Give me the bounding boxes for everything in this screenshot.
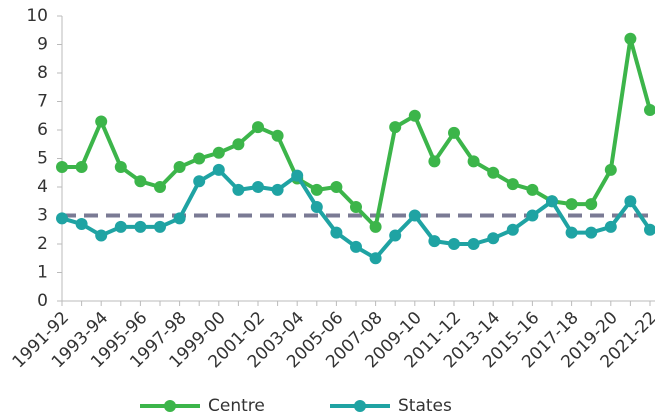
point (565, 198, 578, 211)
point (506, 223, 519, 236)
point (75, 161, 88, 174)
point (546, 195, 558, 208)
point (56, 212, 68, 225)
y-tick-label: 10 (26, 6, 48, 26)
legend-marker (164, 400, 176, 412)
point (585, 198, 598, 211)
point (506, 178, 519, 191)
point (212, 146, 225, 159)
point (75, 218, 88, 231)
series-line (62, 36, 652, 229)
point (369, 252, 382, 265)
point (173, 212, 186, 225)
y-tick-label: 2 (37, 234, 48, 254)
point (154, 220, 166, 233)
point (526, 209, 539, 222)
point (291, 169, 304, 182)
point (154, 181, 166, 193)
point (644, 223, 655, 236)
point (624, 195, 637, 208)
y-tick-label: 5 (37, 149, 48, 169)
point (585, 226, 598, 239)
point (389, 229, 402, 242)
y-tick-label: 6 (37, 120, 48, 140)
y-tick-label: 9 (37, 35, 48, 55)
point (95, 115, 108, 128)
point (330, 226, 343, 239)
point (232, 138, 245, 151)
point (624, 32, 637, 45)
point (114, 161, 127, 174)
legend-label: States (398, 396, 452, 416)
point (252, 181, 264, 193)
point (134, 175, 147, 188)
point (310, 200, 323, 213)
point (448, 238, 460, 250)
point (271, 183, 284, 196)
y-tick-label: 8 (37, 63, 48, 83)
point (467, 238, 480, 250)
point (604, 220, 617, 233)
point (95, 229, 108, 242)
point (644, 104, 655, 117)
point (114, 220, 127, 233)
point (350, 240, 362, 253)
point (487, 166, 500, 179)
point (193, 175, 206, 188)
point (330, 181, 343, 193)
point (134, 220, 147, 233)
point (212, 163, 225, 176)
point (369, 220, 382, 233)
point (252, 121, 264, 134)
point (193, 152, 206, 165)
legend-marker (354, 400, 366, 412)
point (428, 235, 441, 248)
point (232, 183, 245, 196)
y-tick-label: 4 (37, 177, 48, 197)
point (565, 226, 578, 239)
point (408, 109, 421, 122)
point (173, 161, 186, 174)
y-tick-label: 1 (37, 263, 48, 283)
point (350, 200, 362, 213)
point (271, 129, 284, 142)
point (467, 155, 480, 168)
point (428, 155, 441, 168)
point (487, 232, 500, 245)
point (310, 183, 323, 196)
point (448, 126, 460, 139)
y-tick-label: 7 (37, 92, 48, 112)
point (56, 161, 68, 174)
y-tick-label: 3 (37, 206, 48, 226)
legend-label: Centre (208, 396, 265, 416)
y-tick-label: 0 (37, 291, 48, 311)
point (526, 183, 539, 196)
point (408, 209, 421, 222)
point (389, 121, 402, 134)
point (604, 163, 617, 176)
